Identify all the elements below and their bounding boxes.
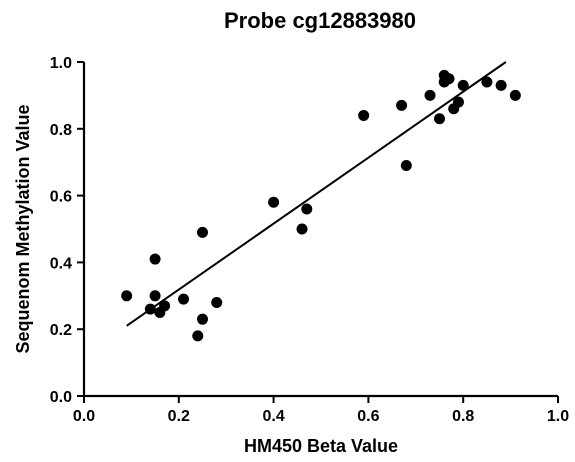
data-point [178,293,190,305]
y-tick-label: 0.8 [50,122,72,139]
data-point [192,330,204,342]
x-tick-label: 0.2 [168,408,190,425]
x-axis: 0.0 0.2 0.4 0.6 0.8 1.0 [73,394,569,425]
data-points [121,69,521,342]
data-point [452,96,464,108]
data-point [268,196,280,208]
data-point [400,160,412,172]
y-tick-label: 0.6 [50,189,72,206]
data-point [358,109,370,121]
regression-line [126,61,507,327]
y-tick-label: 0.2 [50,322,72,339]
data-point [197,226,208,238]
y-axis: 0.0 0.2 0.4 0.6 0.8 1.0 [50,55,86,406]
y-tick-label: 0.0 [50,389,72,406]
y-ticks: 0.0 0.2 0.4 0.6 0.8 1.0 [50,55,84,406]
data-point [396,99,408,111]
data-point [149,290,161,302]
x-tick-label: 0.0 [73,408,95,425]
x-tick-label: 1.0 [547,408,569,425]
data-point [301,203,313,215]
data-point [211,296,223,308]
data-point [197,313,208,325]
data-point [121,290,133,302]
data-point [457,79,469,91]
data-point [509,89,521,101]
y-axis-label: Sequenom Methylation Value [13,104,33,353]
y-tick-label: 0.4 [50,255,72,272]
data-point [296,223,308,235]
data-point [434,113,445,125]
y-tick-label: 1.0 [50,55,72,72]
data-point [159,300,171,312]
data-point [495,79,507,91]
x-tick-label: 0.4 [262,408,284,425]
data-point [481,76,493,88]
x-ticks: 0.0 0.2 0.4 0.6 0.8 1.0 [73,396,569,425]
data-point [144,303,156,315]
x-axis-label: HM450 Beta Value [244,436,398,456]
x-tick-label: 0.8 [452,408,474,425]
data-point [443,73,455,85]
data-point [149,253,161,265]
data-point [424,89,436,101]
x-tick-label: 0.6 [357,408,379,425]
chart-title: Probe cg12883980 [224,8,416,33]
